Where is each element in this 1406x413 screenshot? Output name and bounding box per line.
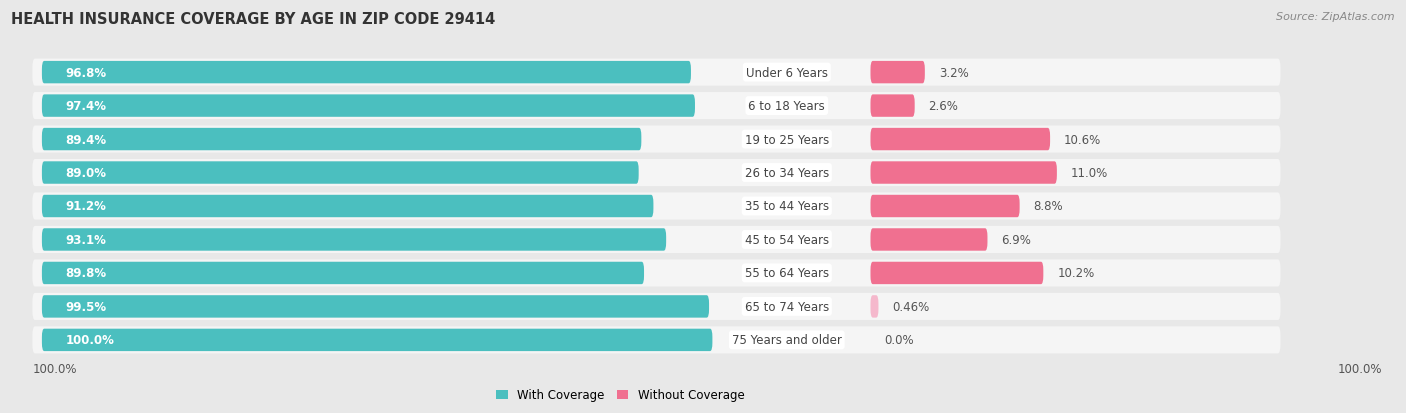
Text: Source: ZipAtlas.com: Source: ZipAtlas.com (1277, 12, 1395, 22)
FancyBboxPatch shape (870, 95, 915, 118)
Text: 11.0%: 11.0% (1071, 166, 1108, 180)
Text: 89.8%: 89.8% (65, 267, 107, 280)
Text: 45 to 54 Years: 45 to 54 Years (745, 233, 830, 247)
Text: 0.46%: 0.46% (893, 300, 929, 313)
Text: 96.8%: 96.8% (65, 66, 107, 79)
FancyBboxPatch shape (32, 93, 1281, 120)
FancyBboxPatch shape (32, 59, 1281, 86)
FancyBboxPatch shape (870, 229, 987, 251)
FancyBboxPatch shape (870, 62, 925, 84)
Text: 8.8%: 8.8% (1033, 200, 1063, 213)
Text: 10.6%: 10.6% (1064, 133, 1101, 146)
FancyBboxPatch shape (870, 295, 879, 318)
Text: 19 to 25 Years: 19 to 25 Years (745, 133, 830, 146)
Text: 99.5%: 99.5% (65, 300, 107, 313)
FancyBboxPatch shape (42, 128, 641, 151)
Text: 55 to 64 Years: 55 to 64 Years (745, 267, 830, 280)
Legend: With Coverage, Without Coverage: With Coverage, Without Coverage (496, 389, 745, 401)
FancyBboxPatch shape (42, 329, 713, 351)
Text: 97.4%: 97.4% (65, 100, 107, 113)
FancyBboxPatch shape (870, 195, 1019, 218)
FancyBboxPatch shape (32, 226, 1281, 254)
FancyBboxPatch shape (32, 193, 1281, 220)
Text: 93.1%: 93.1% (65, 233, 105, 247)
Text: 26 to 34 Years: 26 to 34 Years (745, 166, 830, 180)
FancyBboxPatch shape (42, 262, 644, 285)
FancyBboxPatch shape (42, 162, 638, 184)
Text: 2.6%: 2.6% (928, 100, 959, 113)
Text: HEALTH INSURANCE COVERAGE BY AGE IN ZIP CODE 29414: HEALTH INSURANCE COVERAGE BY AGE IN ZIP … (11, 12, 495, 27)
FancyBboxPatch shape (870, 128, 1050, 151)
FancyBboxPatch shape (42, 229, 666, 251)
FancyBboxPatch shape (870, 262, 1043, 285)
Text: 6.9%: 6.9% (1001, 233, 1031, 247)
Text: 65 to 74 Years: 65 to 74 Years (745, 300, 830, 313)
FancyBboxPatch shape (42, 195, 654, 218)
Text: 100.0%: 100.0% (1339, 362, 1382, 375)
FancyBboxPatch shape (32, 293, 1281, 320)
Text: Under 6 Years: Under 6 Years (745, 66, 828, 79)
Text: 89.4%: 89.4% (65, 133, 107, 146)
FancyBboxPatch shape (42, 295, 709, 318)
FancyBboxPatch shape (870, 162, 1057, 184)
Text: 35 to 44 Years: 35 to 44 Years (745, 200, 830, 213)
FancyBboxPatch shape (42, 62, 690, 84)
FancyBboxPatch shape (32, 260, 1281, 287)
Text: 3.2%: 3.2% (939, 66, 969, 79)
Text: 100.0%: 100.0% (65, 334, 114, 347)
Text: 100.0%: 100.0% (32, 362, 77, 375)
FancyBboxPatch shape (32, 159, 1281, 187)
Text: 6 to 18 Years: 6 to 18 Years (748, 100, 825, 113)
Text: 89.0%: 89.0% (65, 166, 107, 180)
FancyBboxPatch shape (32, 126, 1281, 153)
Text: 0.0%: 0.0% (884, 334, 914, 347)
Text: 91.2%: 91.2% (65, 200, 105, 213)
Text: 10.2%: 10.2% (1057, 267, 1094, 280)
Text: 75 Years and older: 75 Years and older (733, 334, 842, 347)
FancyBboxPatch shape (42, 95, 695, 118)
FancyBboxPatch shape (32, 327, 1281, 354)
